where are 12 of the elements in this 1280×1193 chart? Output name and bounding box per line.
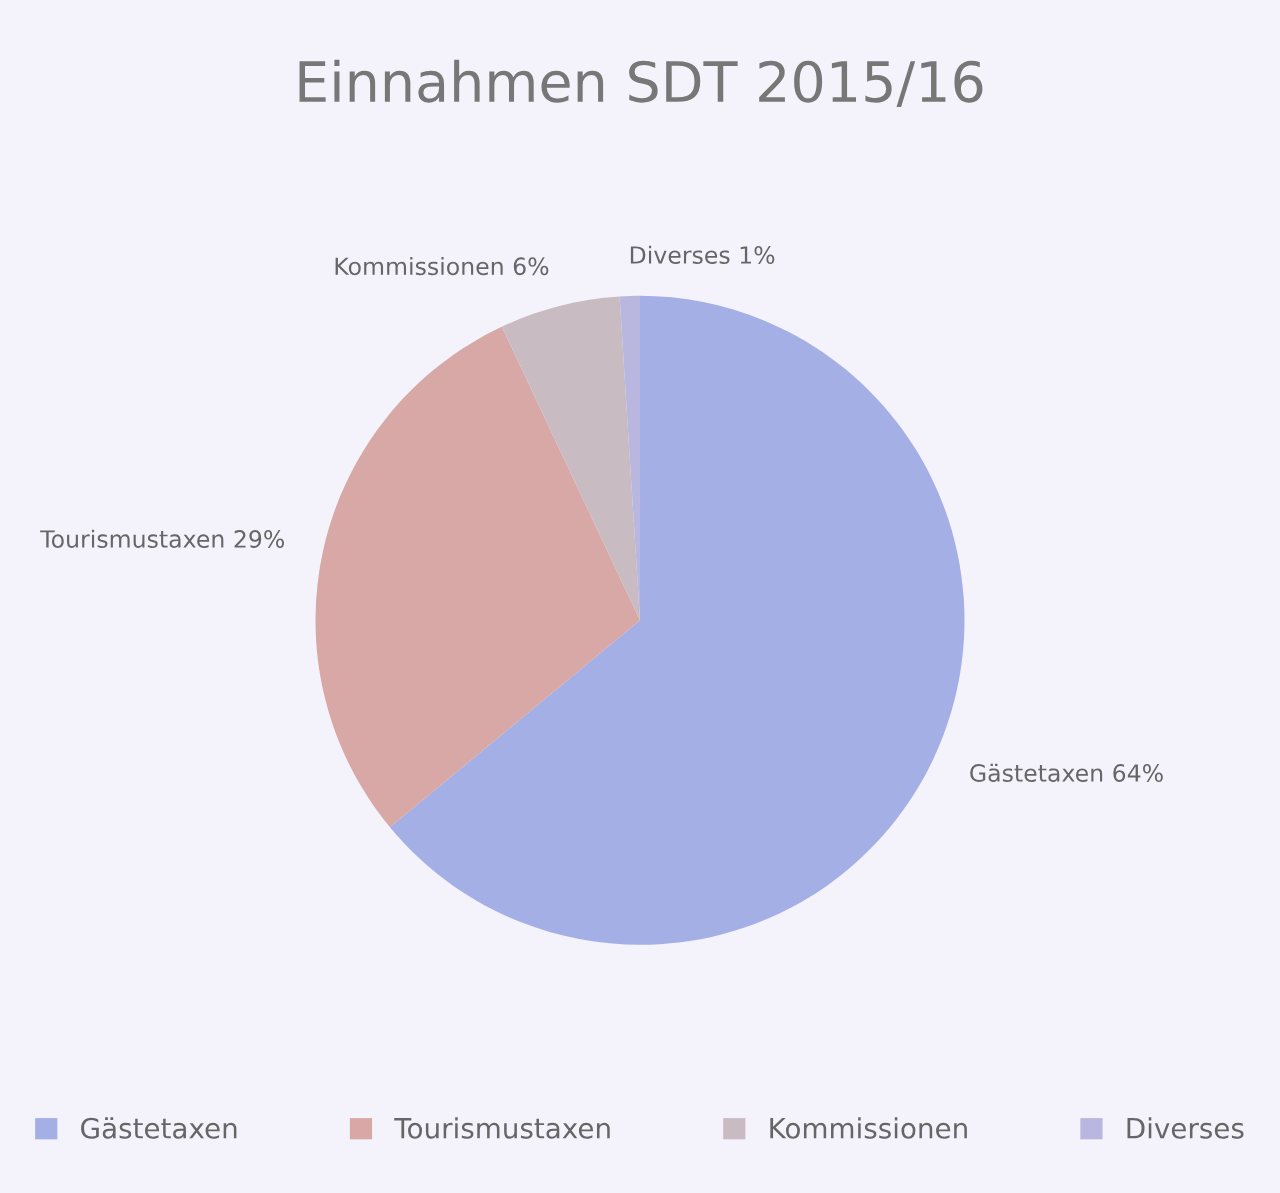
category-label: Gästetaxen 64% xyxy=(970,763,1163,782)
chart-title: Einnahmen SDT 2015/16 xyxy=(299,59,983,108)
category-label: Kommissionen 6% xyxy=(335,256,549,276)
legend-label: Kommissionen xyxy=(770,1117,967,1139)
legend-label: Tourismustaxen xyxy=(394,1117,610,1139)
pie-slice xyxy=(389,295,965,945)
category-label: Tourismustaxen 29% xyxy=(40,529,285,548)
pie-slice xyxy=(315,326,640,828)
pie-slice xyxy=(501,296,640,621)
legend-label: Diverses xyxy=(1127,1117,1244,1139)
category-label: Diverses 1% xyxy=(630,245,775,264)
legend-label: Gästetaxen xyxy=(81,1117,237,1139)
